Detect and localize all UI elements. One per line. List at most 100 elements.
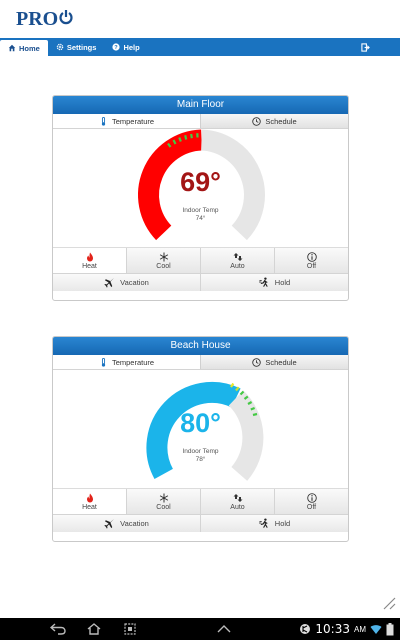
mode-auto-label: Auto bbox=[230, 503, 245, 511]
tab-temperature-label: Temperature bbox=[111, 116, 155, 126]
back-button[interactable] bbox=[40, 618, 76, 640]
navbar: Home Settings ? Help bbox=[0, 38, 400, 56]
info-icon bbox=[306, 251, 317, 262]
temperature-dial[interactable] bbox=[53, 370, 349, 488]
temperature-dial[interactable] bbox=[53, 129, 349, 247]
tab-schedule[interactable]: Schedule bbox=[200, 114, 348, 128]
clock-icon bbox=[252, 357, 262, 367]
mode-cool-label: Cool bbox=[156, 503, 171, 511]
setpoint-temperature: 80° bbox=[180, 408, 221, 438]
indoor-temp-label: Indoor Temp bbox=[182, 448, 219, 455]
mode-auto-button[interactable]: Auto bbox=[200, 248, 274, 273]
mode-auto-label: Auto bbox=[230, 262, 245, 270]
status-area: 10:33 AM bbox=[299, 622, 400, 636]
indoor-temp-label: Indoor Temp bbox=[182, 207, 219, 214]
mode-cool-button[interactable]: Cool bbox=[126, 248, 200, 273]
chevron-up-button[interactable] bbox=[148, 624, 299, 634]
svg-text:?: ? bbox=[115, 45, 119, 51]
tab-schedule-label: Schedule bbox=[265, 116, 297, 126]
mode-cool-label: Cool bbox=[156, 262, 171, 270]
resize-corner-icon bbox=[383, 597, 396, 610]
setpoint-tick-marks bbox=[230, 382, 258, 417]
tab-temperature[interactable]: Temperature bbox=[53, 114, 200, 128]
mode-auto-button[interactable]: Auto bbox=[200, 489, 274, 514]
airplane-icon bbox=[104, 277, 115, 288]
wifi-icon bbox=[370, 625, 382, 634]
vacation-button[interactable]: Vacation bbox=[53, 515, 200, 532]
vacation-button[interactable]: Vacation bbox=[53, 274, 200, 291]
temperature-dial-area: 69° Indoor Temp 74° bbox=[53, 129, 348, 247]
mode-heat-button[interactable]: Heat bbox=[53, 248, 126, 273]
power-icon bbox=[59, 8, 73, 31]
mode-off-button[interactable]: Off bbox=[274, 489, 348, 514]
temperature-dial-area: 80° Indoor Temp 78° bbox=[53, 370, 348, 488]
setpoint-tick-marks bbox=[167, 133, 199, 148]
back-arrow-icon bbox=[50, 623, 66, 635]
thermostat-tabs: Temperature Schedule bbox=[53, 114, 348, 129]
thermostat-card-main-floor: Main Floor Temperature Schedule 69° Indo… bbox=[52, 95, 349, 301]
tab-schedule-label: Schedule bbox=[265, 357, 297, 367]
mode-off-button[interactable]: Off bbox=[274, 248, 348, 273]
nav-home-tab[interactable]: Home bbox=[0, 40, 48, 56]
mode-selector: Heat Cool Auto Off bbox=[53, 247, 348, 273]
thermometer-icon bbox=[101, 357, 106, 367]
person-walking-icon bbox=[258, 277, 268, 287]
thermostat-actions: Vacation Hold bbox=[53, 514, 348, 532]
hold-label: Hold bbox=[274, 278, 291, 287]
app-header: PRO bbox=[0, 0, 400, 38]
logo-text: PRO bbox=[16, 8, 59, 30]
mode-cool-button[interactable]: Cool bbox=[126, 489, 200, 514]
mode-heat-label: Heat bbox=[82, 262, 97, 270]
hold-label: Hold bbox=[274, 519, 291, 528]
mode-heat-label: Heat bbox=[82, 503, 97, 511]
hold-button[interactable]: Hold bbox=[200, 515, 348, 532]
battery-icon bbox=[386, 622, 394, 635]
info-icon bbox=[306, 492, 317, 503]
auto-arrows-icon bbox=[233, 252, 242, 261]
airplane-icon bbox=[104, 518, 115, 529]
snowflake-icon bbox=[159, 493, 168, 502]
help-icon: ? bbox=[112, 43, 121, 51]
auto-arrows-icon bbox=[233, 493, 242, 502]
tab-temperature-label: Temperature bbox=[111, 357, 155, 367]
recent-apps-icon bbox=[124, 623, 136, 635]
clock-ampm: AM bbox=[354, 624, 366, 634]
mode-selector: Heat Cool Auto Off bbox=[53, 488, 348, 514]
clock-icon bbox=[252, 116, 262, 126]
snowflake-icon bbox=[159, 252, 168, 261]
home-icon bbox=[8, 44, 16, 52]
nav-help-label: Help bbox=[123, 42, 140, 52]
mode-off-label: Off bbox=[306, 262, 317, 270]
indoor-temp-value: 74° bbox=[195, 215, 206, 222]
sync-icon bbox=[300, 624, 311, 634]
nav-spacer bbox=[148, 38, 353, 56]
thermostat-name: Beach House bbox=[53, 337, 348, 355]
indoor-temp-value: 78° bbox=[195, 456, 206, 463]
flame-icon bbox=[86, 493, 93, 502]
nav-home-label: Home bbox=[19, 43, 40, 53]
vacation-label: Vacation bbox=[120, 278, 149, 287]
nav-settings-label: Settings bbox=[66, 42, 97, 52]
pro-logo: PRO bbox=[16, 8, 73, 31]
home-button[interactable] bbox=[76, 618, 112, 640]
thermostat-card-beach-house: Beach House Temperature Schedule 80° bbox=[52, 336, 349, 542]
thermometer-icon bbox=[101, 116, 106, 126]
hold-button[interactable]: Hold bbox=[200, 274, 348, 291]
tab-schedule[interactable]: Schedule bbox=[200, 355, 348, 369]
resize-handle[interactable] bbox=[382, 596, 396, 615]
nav-settings-tab[interactable]: Settings bbox=[48, 38, 105, 56]
thermostat-tabs: Temperature Schedule bbox=[53, 355, 348, 370]
thermostat-actions: Vacation Hold bbox=[53, 273, 348, 291]
person-walking-icon bbox=[258, 518, 268, 528]
chevron-up-icon bbox=[217, 625, 231, 633]
mode-heat-button[interactable]: Heat bbox=[53, 489, 126, 514]
recent-apps-button[interactable] bbox=[112, 618, 148, 640]
logout-icon bbox=[361, 42, 370, 52]
logout-button[interactable] bbox=[353, 38, 400, 56]
vacation-label: Vacation bbox=[120, 519, 149, 528]
home-outline-icon bbox=[87, 623, 101, 635]
nav-help-tab[interactable]: ? Help bbox=[104, 38, 147, 56]
clock-time: 10:33 bbox=[315, 622, 350, 636]
tab-temperature[interactable]: Temperature bbox=[53, 355, 200, 369]
thermostat-name: Main Floor bbox=[53, 96, 348, 114]
